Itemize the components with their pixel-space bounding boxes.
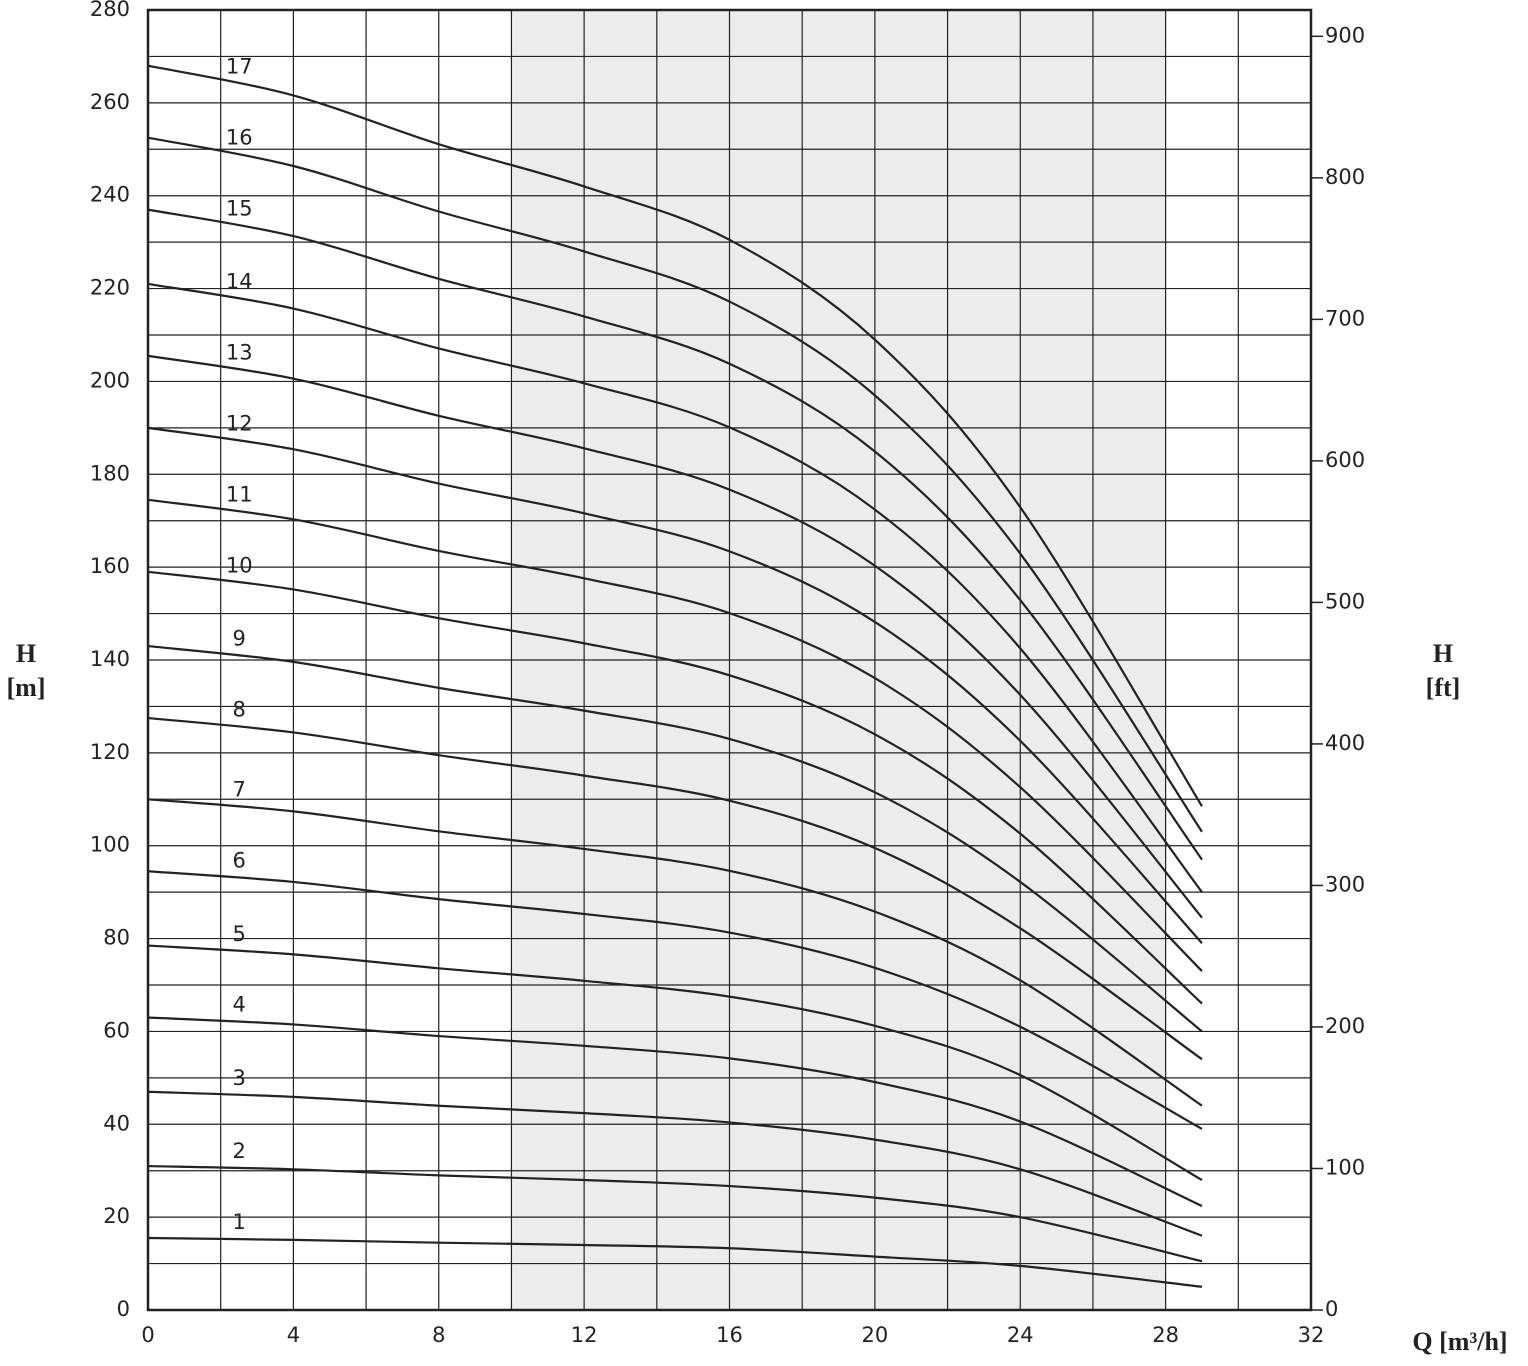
y-tick-label: 200: [90, 368, 130, 392]
curve-label: 5: [233, 922, 246, 946]
x-tick-label: 0: [141, 1323, 154, 1347]
y-tick-label: 280: [90, 0, 130, 21]
y-tick-label: 220: [90, 276, 130, 300]
pump-curve: [147, 136, 1203, 833]
pump-curve: [147, 870, 1203, 1130]
x-tick-label: 8: [432, 1323, 445, 1347]
pump-curve: [147, 1236, 1203, 1288]
plot-frame: [146, 8, 1313, 1312]
pump-curve: [147, 208, 1203, 861]
x-tick-label: 28: [1152, 1323, 1179, 1347]
y2-tick-label: 500: [1325, 589, 1365, 613]
y2-tick-label: 200: [1325, 1014, 1365, 1038]
y-tick-label: 100: [90, 833, 130, 857]
y-tick-label: 80: [103, 926, 130, 950]
curve-label: 16: [226, 126, 253, 150]
y-tick-label: 160: [90, 554, 130, 578]
curve-label: 11: [226, 483, 253, 507]
pump-curve: [147, 1164, 1203, 1263]
curve-label: 7: [233, 778, 246, 802]
curve-label: 15: [226, 197, 253, 221]
curve-label: 2: [233, 1139, 246, 1163]
curve-label: 14: [226, 270, 253, 294]
curve-label: 6: [233, 849, 246, 873]
pump-curve: [147, 798, 1203, 1107]
y-tick-label: 40: [103, 1111, 130, 1135]
x-label: Q [m³/h]: [1412, 1327, 1507, 1356]
curve-label: 17: [226, 55, 253, 79]
pump-curve: [147, 944, 1203, 1181]
y2-tick-label: 0: [1325, 1297, 1338, 1321]
pump-curve: [147, 354, 1203, 919]
curve-label: 3: [233, 1066, 246, 1090]
x-tick-label: 4: [287, 1323, 300, 1347]
y-tick-label: 240: [90, 183, 130, 207]
y-tick-label: 120: [90, 740, 130, 764]
pump-curve: [147, 644, 1203, 1033]
pump-curve: [147, 282, 1203, 893]
y-tick-label: 140: [90, 647, 130, 671]
curve-label: 9: [233, 627, 246, 651]
y2-tick-label: 700: [1325, 306, 1365, 330]
x-tick-label: 16: [716, 1323, 743, 1347]
pump-curve: [147, 1090, 1203, 1237]
y-tick-label: 0: [117, 1297, 130, 1321]
y2-tick-label: 400: [1325, 731, 1365, 755]
y-label: H: [16, 639, 36, 668]
y2-label: H: [1433, 639, 1453, 668]
pump-curve: [147, 716, 1203, 1061]
curve-label: 4: [233, 993, 246, 1017]
pump-curve: [147, 64, 1203, 807]
x-tick-label: 24: [1007, 1323, 1034, 1347]
curve-label: 8: [233, 698, 246, 722]
y-tick-label: 60: [103, 1018, 130, 1042]
y2-tick-label: 300: [1325, 872, 1365, 896]
y2-tick-label: 600: [1325, 448, 1365, 472]
y2-tick-label: 800: [1325, 165, 1365, 189]
y2-tick-label: 100: [1325, 1155, 1365, 1179]
y2-label: [ft]: [1426, 673, 1461, 702]
curve-label: 13: [226, 341, 253, 365]
curve-label: 10: [226, 553, 253, 577]
pump-curve: [147, 498, 1203, 972]
x-tick-label: 20: [862, 1323, 889, 1347]
pump-curve: [147, 426, 1203, 944]
y-tick-label: 180: [90, 461, 130, 485]
pump-curve: [147, 570, 1203, 1005]
y2-tick-label: 900: [1325, 23, 1365, 47]
y-tick-label: 20: [103, 1204, 130, 1228]
pump-curve: [147, 1016, 1203, 1207]
y-label: [m]: [7, 673, 46, 702]
curve-label: 1: [233, 1210, 246, 1234]
x-tick-label: 32: [1298, 1323, 1325, 1347]
curve-label: 12: [226, 412, 253, 436]
x-tick-label: 12: [571, 1323, 598, 1347]
y-tick-label: 260: [90, 90, 130, 114]
